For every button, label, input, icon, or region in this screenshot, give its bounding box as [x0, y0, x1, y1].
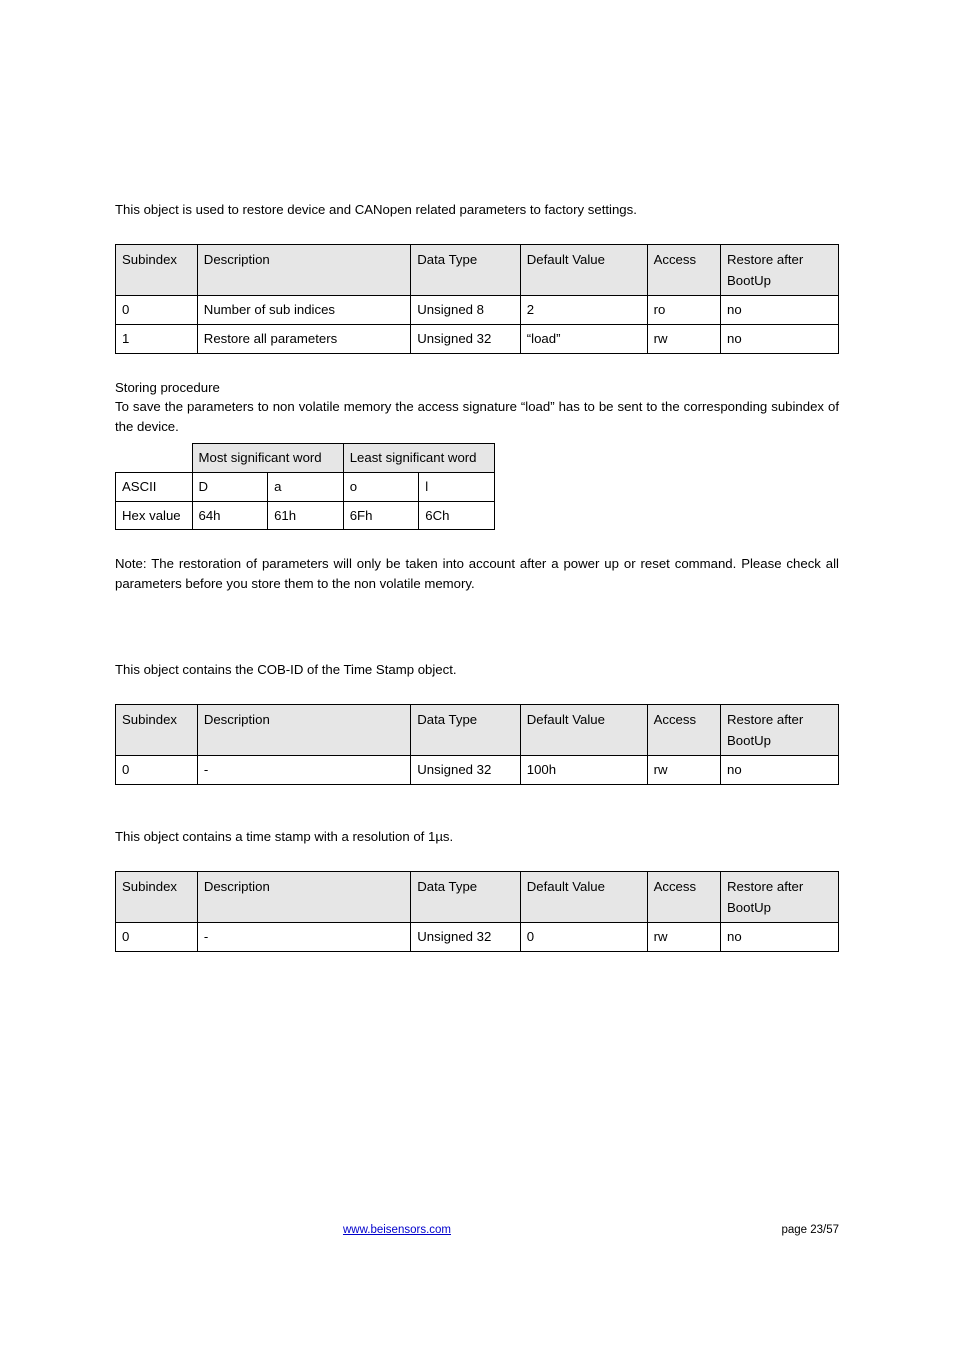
- section2-table: Subindex Description Data Type Default V…: [115, 704, 839, 785]
- td: D: [192, 472, 268, 501]
- td: Unsigned 8: [411, 296, 520, 325]
- th: Restore after BootUp: [721, 871, 839, 922]
- td: 0: [116, 922, 198, 951]
- th: Subindex: [116, 244, 198, 295]
- td: no: [721, 296, 839, 325]
- td: o: [343, 472, 419, 501]
- td: Unsigned 32: [411, 324, 520, 353]
- th: Default Value: [520, 871, 647, 922]
- td: Hex value: [116, 501, 193, 530]
- td: 2: [520, 296, 647, 325]
- th: Description: [197, 704, 410, 755]
- footer-link[interactable]: www.beisensors.com: [343, 1224, 451, 1236]
- page-number: page 23/57: [679, 1222, 839, 1239]
- td: 61h: [268, 501, 344, 530]
- th: Default Value: [520, 704, 647, 755]
- td: no: [721, 922, 839, 951]
- td: Number of sub indices: [197, 296, 410, 325]
- section2-intro: This object contains the COB-ID of the T…: [115, 660, 839, 680]
- td: rw: [647, 922, 720, 951]
- td: ASCII: [116, 472, 193, 501]
- td: 6Ch: [419, 501, 495, 530]
- td: no: [721, 324, 839, 353]
- section1-table: Subindex Description Data Type Default V…: [115, 244, 839, 354]
- td: -: [197, 756, 410, 785]
- td: no: [721, 756, 839, 785]
- td: 0: [116, 756, 198, 785]
- th: Most significant word: [192, 444, 343, 473]
- td: 6Fh: [343, 501, 419, 530]
- th: Restore after BootUp: [721, 244, 839, 295]
- th: Description: [197, 871, 410, 922]
- td: 0: [520, 922, 647, 951]
- td: 100h: [520, 756, 647, 785]
- signature-table: Most significant word Least significant …: [115, 443, 495, 530]
- section3-intro: This object contains a time stamp with a…: [115, 827, 839, 847]
- section3-table: Subindex Description Data Type Default V…: [115, 871, 839, 952]
- th: Access: [647, 704, 720, 755]
- th-blank: [116, 444, 193, 473]
- th: Data Type: [411, 871, 520, 922]
- th: Default Value: [520, 244, 647, 295]
- td: rw: [647, 324, 720, 353]
- td: Unsigned 32: [411, 922, 520, 951]
- section1-intro: This object is used to restore device an…: [115, 200, 839, 220]
- th: Restore after BootUp: [721, 704, 839, 755]
- td: ro: [647, 296, 720, 325]
- section1-note: Note: The restoration of parameters will…: [115, 554, 839, 594]
- td: Restore all parameters: [197, 324, 410, 353]
- storing-text: To save the parameters to non volatile m…: [115, 397, 839, 437]
- footer: www.beisensors.com page 23/57: [115, 1222, 839, 1239]
- storing-heading: Storing procedure: [115, 378, 839, 398]
- th: Access: [647, 244, 720, 295]
- td: 64h: [192, 501, 268, 530]
- th: Data Type: [411, 704, 520, 755]
- td: Unsigned 32: [411, 756, 520, 785]
- td: “load”: [520, 324, 647, 353]
- td: l: [419, 472, 495, 501]
- td: rw: [647, 756, 720, 785]
- th: Least significant word: [343, 444, 494, 473]
- th: Subindex: [116, 704, 198, 755]
- td: -: [197, 922, 410, 951]
- th: Data Type: [411, 244, 520, 295]
- th: Description: [197, 244, 410, 295]
- th: Subindex: [116, 871, 198, 922]
- td: 0: [116, 296, 198, 325]
- th: Access: [647, 871, 720, 922]
- td: 1: [116, 324, 198, 353]
- td: a: [268, 472, 344, 501]
